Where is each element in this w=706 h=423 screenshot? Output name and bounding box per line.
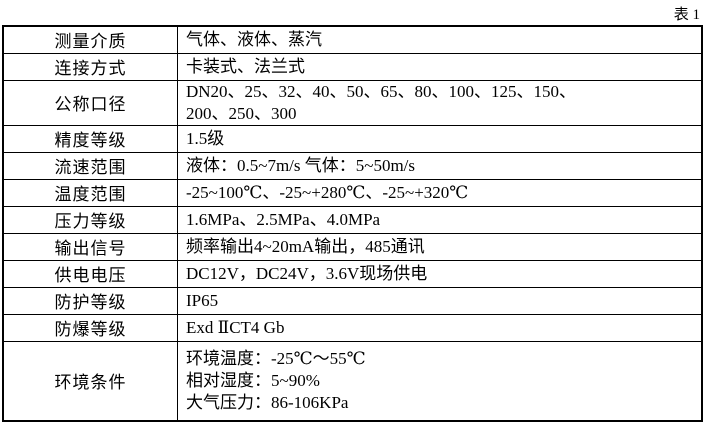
row-label: 防护等级 (2, 286, 178, 315)
row-label: 防爆等级 (2, 313, 178, 342)
row-label: 精度等级 (2, 124, 178, 153)
table-row: 输出信号 频率输出4~20mA输出，485通讯 (2, 232, 703, 261)
table-row: 流速范围 液体：0.5~7m/s 气体：5~50m/s (2, 151, 703, 180)
table-row: 连接方式 卡装式、法兰式 (2, 52, 703, 81)
row-value: DN20、25、32、40、50、65、80、100、125、150、 200、2… (177, 79, 703, 126)
value-line: 环境温度：-25℃～55℃ (186, 348, 366, 368)
row-value: 1.6MPa、2.5MPa、4.0MPa (177, 205, 703, 234)
spec-table: 测量介质 气体、液体、蒸汽 连接方式 卡装式、法兰式 公称口径 DN20、25、32、40… (2, 25, 703, 422)
value-line: 频率输出4~20mA输出，485通讯 (186, 236, 425, 256)
row-label: 连接方式 (2, 52, 178, 81)
row-value: 环境温度：-25℃～55℃ 相对湿度：5~90% 大气压力：86-106KPa (177, 340, 703, 422)
row-value: -25~100℃、-25~+280℃、-25~+320℃ (177, 178, 703, 207)
row-label: 压力等级 (2, 205, 178, 234)
table-row: 公称口径 DN20、25、32、40、50、65、80、100、125、150、 2… (2, 79, 703, 126)
table-row: 防护等级 IP65 (2, 286, 703, 315)
row-value: 液体：0.5~7m/s 气体：5~50m/s (177, 151, 703, 180)
value-line: 液体：0.5~7m/s 气体：5~50m/s (186, 155, 416, 175)
value-line: Exd ⅡCT4 Gb (186, 317, 285, 337)
row-label: 公称口径 (2, 79, 178, 126)
row-value: 频率输出4~20mA输出，485通讯 (177, 232, 703, 261)
row-value: 1.5级 (177, 124, 703, 153)
table-row: 防爆等级 Exd ⅡCT4 Gb (2, 313, 703, 342)
value-line: 气体、液体、蒸汽 (186, 29, 322, 49)
value-line: 大气压力：86-106KPa (186, 392, 349, 412)
table-caption: 表 1 (673, 7, 700, 23)
row-value: IP65 (177, 286, 703, 315)
value-line: -25~100℃、-25~+280℃、-25~+320℃ (186, 182, 469, 202)
value-line: 卡装式、法兰式 (186, 56, 305, 76)
row-value: 气体、液体、蒸汽 (177, 25, 703, 54)
value-line: 1.5级 (186, 128, 225, 148)
value-line: 200、250、300 (186, 103, 297, 123)
value-line: 1.6MPa、2.5MPa、4.0MPa (186, 209, 381, 229)
table-row: 供电电压 DC12V，DC24V，3.6V现场供电 (2, 259, 703, 288)
value-line: DC12V，DC24V，3.6V现场供电 (186, 263, 428, 283)
row-label: 流速范围 (2, 151, 178, 180)
table-row: 压力等级 1.6MPa、2.5MPa、4.0MPa (2, 205, 703, 234)
table-row: 温度范围 -25~100℃、-25~+280℃、-25~+320℃ (2, 178, 703, 207)
value-line: IP65 (186, 290, 219, 310)
row-label: 输出信号 (2, 232, 178, 261)
row-value: Exd ⅡCT4 Gb (177, 313, 703, 342)
table-row: 测量介质 气体、液体、蒸汽 (2, 25, 703, 54)
row-label: 温度范围 (2, 178, 178, 207)
value-line: DN20、25、32、40、50、65、80、100、125、150、 (186, 81, 577, 101)
row-label: 供电电压 (2, 259, 178, 288)
table-row: 精度等级 1.5级 (2, 124, 703, 153)
row-label: 环境条件 (2, 340, 178, 422)
row-label: 测量介质 (2, 25, 178, 54)
table-row: 环境条件 环境温度：-25℃～55℃ 相对湿度：5~90% 大气压力：86-106KP… (2, 340, 703, 422)
value-line: 相对湿度：5~90% (186, 370, 320, 390)
row-value: 卡装式、法兰式 (177, 52, 703, 81)
row-value: DC12V，DC24V，3.6V现场供电 (177, 259, 703, 288)
